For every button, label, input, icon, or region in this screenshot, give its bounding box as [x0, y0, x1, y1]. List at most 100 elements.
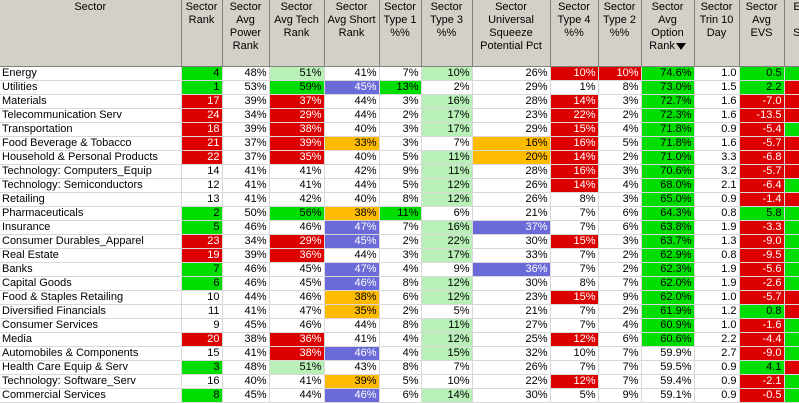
column-header-squeeze[interactable]: Sector Universal Squeeze Potential Pct: [472, 0, 551, 67]
cell-option: 74.6%: [641, 66, 695, 81]
cell-power: 40%: [222, 374, 270, 389]
cell-evs: -5.7: [739, 136, 785, 151]
cell-type3: 7%: [421, 360, 473, 375]
cell-option: 65.0%: [641, 192, 695, 207]
cell-ecos: 0.21: [784, 262, 799, 277]
cell-short: 45%: [324, 234, 380, 249]
table-row[interactable]: Consumer Services 9 45% 46% 44% 8% 11% 27% 7% 4% 6…: [0, 318, 799, 333]
cell-short: 41%: [324, 332, 380, 347]
column-header-power[interactable]: Sector Avg Power Rank: [222, 0, 270, 67]
cell-power: 41%: [222, 178, 270, 193]
column-header-evs[interactable]: Sector Avg EVS: [739, 0, 785, 67]
table-row[interactable]: Banks746%45%47%4%9%36%7%2%62.3%1.9-5.60.…: [0, 262, 799, 277]
table-row[interactable]: Diversified Financials 11 41% 47% 35% 2% 5% 21%…: [0, 304, 799, 319]
cell-squeeze: 21%: [472, 304, 551, 319]
cell-trin: 1.9: [694, 220, 740, 235]
sector-name-cell: Real Estate: [0, 248, 182, 263]
column-header-trin[interactable]: Sector Trin 10 Day: [694, 0, 740, 67]
column-header-label: ECOS For Sector: [793, 1, 799, 39]
column-header-option[interactable]: Sector Avg Option Rank: [641, 0, 695, 67]
sector-name-cell: Insurance: [0, 220, 182, 235]
cell-type4: 7%: [550, 220, 599, 235]
column-header-type4[interactable]: Sector Type 4 %%: [550, 0, 599, 67]
cell-option: 71.8%: [641, 136, 695, 151]
column-header-tech[interactable]: Sector Avg Tech Rank: [269, 0, 325, 67]
cell-squeeze: 23%: [472, 290, 551, 305]
cell-rank: 22: [181, 150, 223, 165]
cell-short: 46%: [324, 276, 380, 291]
sector-name-cell: Telecommunication Serv: [0, 108, 182, 123]
table-row[interactable]: Technology: Computers_Equip 14 41% 41% 42% 9%…: [0, 164, 799, 179]
cell-type4: 5%: [550, 388, 599, 403]
cell-type4: 12%: [550, 332, 599, 347]
column-header-rank[interactable]: Sector Rank: [181, 0, 223, 67]
cell-option: 60.9%: [641, 318, 695, 333]
column-header-type2[interactable]: Sector Type 2 %%: [598, 0, 642, 67]
cell-trin: 0.9: [694, 122, 740, 137]
column-header-short[interactable]: Sector Avg Short Rank: [324, 0, 380, 67]
column-header-label: Sector Avg Tech Rank: [274, 1, 319, 39]
cell-ecos: -8.55: [784, 94, 799, 109]
cell-type1: 9%: [379, 164, 422, 179]
table-row[interactable]: Technology: Software_Serv 16 40% 41% 39% 5% 10…: [0, 374, 799, 389]
cell-type3: 11%: [421, 318, 473, 333]
cell-squeeze: 30%: [472, 234, 551, 249]
cell-power: 38%: [222, 332, 270, 347]
table-row[interactable]: Food & Staples Retailing 10 44% 46% 38% 6% 12%…: [0, 290, 799, 305]
cell-evs: -7.0: [739, 94, 785, 109]
cell-option: 62.9%: [641, 248, 695, 263]
table-row[interactable]: Household & Personal Products 22 37% 35% 40%…: [0, 150, 799, 165]
table-row[interactable]: Transportation 18 39% 38% 40% 3% 17% 29% 15% 4% 71…: [0, 122, 799, 137]
cell-short: 46%: [324, 388, 380, 403]
cell-power: 45%: [222, 388, 270, 403]
cell-squeeze: 26%: [472, 66, 551, 81]
cell-power: 44%: [222, 290, 270, 305]
table-row[interactable]: Materials 17 39% 37% 44% 3% 16% 28% 14% 3% 72.7% 1.…: [0, 94, 799, 109]
cell-rank: 9: [181, 318, 223, 333]
table-row[interactable]: Real Estate 19 39% 36% 44% 3% 17% 33% 7% 2% 62.9% 0…: [0, 248, 799, 263]
table-row[interactable]: Consumer Durables_Apparel 23 34% 29% 45% 2% 22…: [0, 234, 799, 249]
cell-type4: 7%: [550, 262, 599, 277]
table-row[interactable]: Energy 4 48% 51% 41% 7% 10% 26% 10% 10% 74.6% 1.0 0.…: [0, 66, 799, 81]
table-row[interactable]: Pharmaceuticals 2 50% 56% 38% 11% 6% 21% 7% 6% 64.…: [0, 206, 799, 221]
cell-type2: 3%: [598, 94, 642, 109]
table-row[interactable]: Media 20 38% 36% 41% 4% 12% 25% 12% 6% 60.6% 2.2 -4.…: [0, 332, 799, 347]
cell-power: 45%: [222, 318, 270, 333]
cell-type2: 4%: [598, 122, 642, 137]
cell-evs: -3.3: [739, 220, 785, 235]
column-header-ecos[interactable]: ECOS For Sector: [784, 0, 799, 67]
cell-option: 64.3%: [641, 206, 695, 221]
cell-short: 44%: [324, 178, 380, 193]
table-row[interactable]: Retailing 13 41% 42% 40% 8% 12% 26% 8% 3% 65.0% 0.9…: [0, 192, 799, 207]
sector-name-cell: Food & Staples Retailing: [0, 290, 182, 305]
column-header-type3[interactable]: Sector Type 3 %%: [421, 0, 473, 67]
table-row[interactable]: Technology: Semiconductors 12 41% 41% 44% 5% 1…: [0, 178, 799, 193]
cell-type2: 6%: [598, 206, 642, 221]
table-row[interactable]: Insurance 5 46% 46% 47% 7% 16% 37% 7% 6% 63.8% 1.9-…: [0, 220, 799, 235]
table-row[interactable]: Health Care Equip & Serv 3 48% 51% 43% 8% 7% 26…: [0, 360, 799, 375]
table-row[interactable]: Commercial Services 8 45% 44% 46% 6% 14% 30% 5% 9…: [0, 388, 799, 403]
cell-power: 34%: [222, 108, 270, 123]
cell-type4: 12%: [550, 374, 599, 389]
column-header-type1[interactable]: Sector Type 1 %%: [379, 0, 422, 67]
cell-rank: 18: [181, 122, 223, 137]
cell-trin: 1.0: [694, 318, 740, 333]
sector-name-cell: Technology: Software_Serv: [0, 374, 182, 389]
cell-power: 50%: [222, 206, 270, 221]
cell-power: 53%: [222, 80, 270, 95]
cell-ecos: 14.71: [784, 234, 799, 249]
table-row[interactable]: Utilities 1 53% 59% 45% 13% 2% 29% 1% 8% 73.0% 1.5 2…: [0, 80, 799, 95]
cell-tech: 42%: [269, 192, 325, 207]
table-row[interactable]: Automobiles & Components 15 41% 38% 46% 4% 15%…: [0, 346, 799, 361]
cell-type1: 8%: [379, 318, 422, 333]
table-row[interactable]: Capital Goods 6 46% 45% 46% 8% 12% 30% 8% 7% 62.0%…: [0, 276, 799, 291]
sector-name-cell: Diversified Financials: [0, 304, 182, 319]
column-header-sector[interactable]: Sector: [0, 0, 182, 67]
cell-type4: 15%: [550, 290, 599, 305]
table-row[interactable]: Telecommunication Serv 24 34% 29% 44% 2% 17% 23…: [0, 108, 799, 123]
table-row[interactable]: Food Beverage & Tobacco 21 37% 39% 33% 3% 7% 16…: [0, 136, 799, 151]
cell-type4: 16%: [550, 136, 599, 151]
cell-squeeze: 28%: [472, 94, 551, 109]
cell-type3: 17%: [421, 108, 473, 123]
cell-evs: 0.8: [739, 304, 785, 319]
